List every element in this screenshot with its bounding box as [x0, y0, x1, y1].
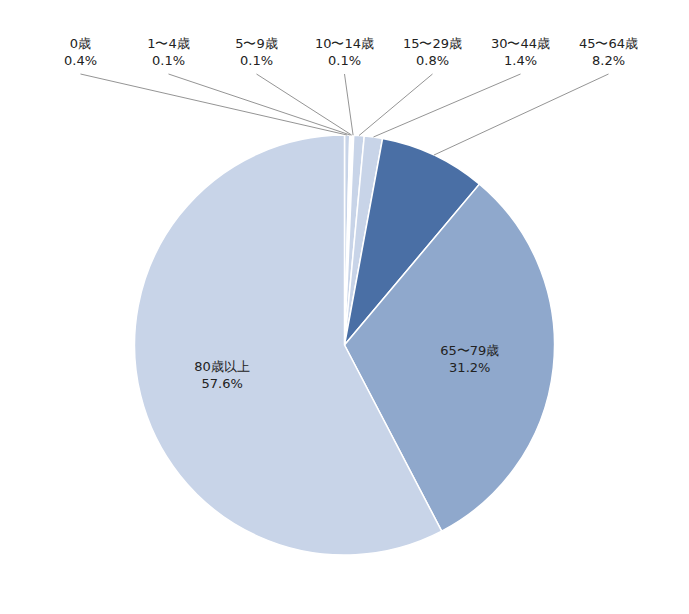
pie-slice — [134, 135, 441, 555]
leader-line — [81, 74, 348, 135]
slice-label: 15〜29歳 — [403, 36, 462, 51]
slice-value-label: 31.2% — [449, 360, 490, 375]
slice-label: 10〜14歳 — [315, 36, 374, 51]
slice-value-label: 57.6% — [201, 376, 242, 391]
slice-value-label: 8.2% — [592, 53, 625, 68]
slice-label: 0歳 — [70, 36, 91, 51]
pie — [134, 135, 554, 555]
slice-value-label: 0.1% — [152, 53, 185, 68]
slice-value-label: 0.4% — [64, 53, 97, 68]
slice-label: 30〜44歳 — [491, 36, 550, 51]
slice-label: 1〜4歳 — [147, 36, 190, 51]
slice-label: 80歳以上 — [194, 359, 250, 374]
data-labels: 0歳 0.4% 1〜4歳 0.1% 5〜9歳 0.1% 10〜14歳 0.1% 15〜29歳 0.… — [64, 36, 638, 391]
slice-value-label: 1.4% — [504, 53, 537, 68]
slice-value-label: 0.8% — [416, 53, 449, 68]
chart: 0歳 0.4% 1〜4歳 0.1% 5〜9歳 0.1% 10〜14歳 0.1% 15〜29歳 0.… — [0, 0, 689, 614]
chart-container: 0歳 0.4% 1〜4歳 0.1% 5〜9歳 0.1% 10〜14歳 0.1% 15〜29歳 0.… — [0, 0, 689, 614]
slice-value-label: 0.1% — [328, 53, 361, 68]
leader-lines — [81, 74, 609, 155]
leader-line — [434, 74, 609, 155]
leader-line — [169, 74, 351, 135]
leader-line — [257, 74, 352, 135]
leader-line — [359, 74, 432, 136]
slice-label: 65〜79歳 — [440, 343, 499, 358]
leader-line — [373, 74, 520, 137]
slice-value-label: 0.1% — [240, 53, 273, 68]
slice-label: 45〜64歳 — [579, 36, 638, 51]
slice-label: 5〜9歳 — [235, 36, 278, 51]
leader-line — [345, 74, 354, 135]
